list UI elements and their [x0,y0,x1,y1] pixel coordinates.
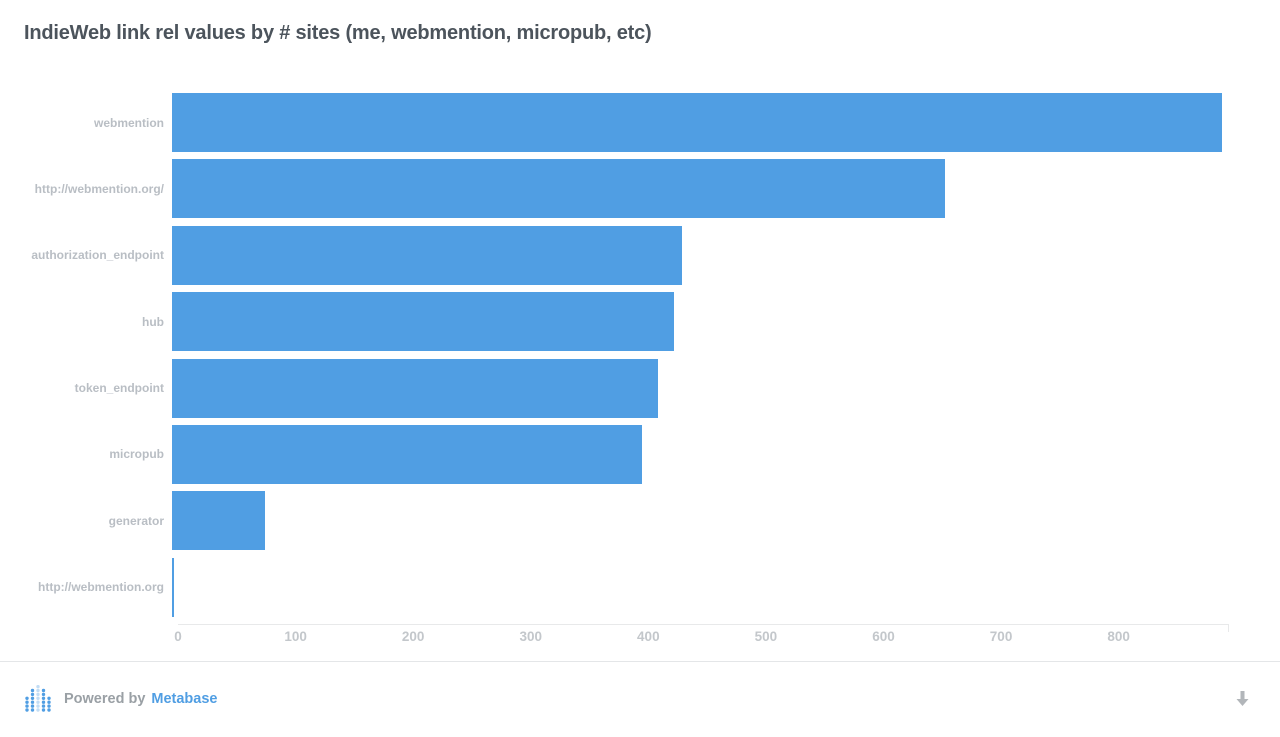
bar-row: hub [0,292,1280,352]
footer-divider [0,661,1280,662]
bar-track [172,292,1280,352]
powered-by-label: Powered by [64,691,146,707]
category-label: hub [142,314,164,329]
bar-row: token_endpoint [0,358,1280,418]
bar[interactable] [172,424,643,484]
bar-track [172,225,1280,285]
bar-row: authorization_endpoint [0,225,1280,285]
metabase-brand-label: Metabase [151,691,218,707]
metabase-logo-icon [25,685,51,712]
bar-row: webmention [0,93,1280,152]
x-axis-tick-label: 700 [989,629,1013,644]
bar-track [172,557,1280,617]
bar-row: http://webmention.org [0,557,1280,617]
x-axis-tick-label: 200 [401,629,425,644]
bar-track [172,93,1280,152]
category-label: http://webmention.org [38,580,164,595]
x-axis-tick-label: 500 [754,629,778,644]
bar-track [172,358,1280,418]
x-axis-line [178,624,1229,625]
bar[interactable] [172,557,175,617]
bar-track [172,491,1280,551]
bar[interactable] [172,292,675,352]
category-label: token_endpoint [74,381,164,395]
x-axis-tick-label: 100 [284,629,307,644]
category-label: authorization_endpoint [31,248,164,263]
x-axis-end-tick [1228,624,1229,632]
x-axis-tick-label: 600 [872,629,895,644]
bar-row: http://webmention.org/ [0,159,1280,219]
download-button[interactable] [1230,687,1254,711]
bar-track [172,424,1280,484]
bar[interactable] [172,93,1222,152]
x-axis-tick-label: 800 [1107,629,1130,644]
bar[interactable] [172,159,945,219]
category-label: webmention [93,115,164,130]
bar[interactable] [172,491,265,551]
bar[interactable] [172,225,683,285]
x-axis-tick-label: 0 [174,629,182,644]
x-axis-tick-label: 300 [519,629,542,644]
chart-title: IndieWeb link rel values by # sites (me,… [24,22,652,44]
download-arrow-icon [1236,691,1248,706]
powered-by-metabase-link[interactable]: Powered by Metabase [24,685,217,713]
bar-row: generator [0,491,1280,551]
bar[interactable] [172,358,658,418]
x-axis-tick-label: 400 [637,629,660,644]
bar-track [172,159,1280,219]
category-label: http://webmention.org/ [34,181,164,196]
category-label: generator [108,513,164,528]
bar-chart: webmention http://webmention.org/authoriz… [0,93,1280,644]
category-label: micropub [109,447,164,462]
bar-row: micropub [0,424,1280,484]
